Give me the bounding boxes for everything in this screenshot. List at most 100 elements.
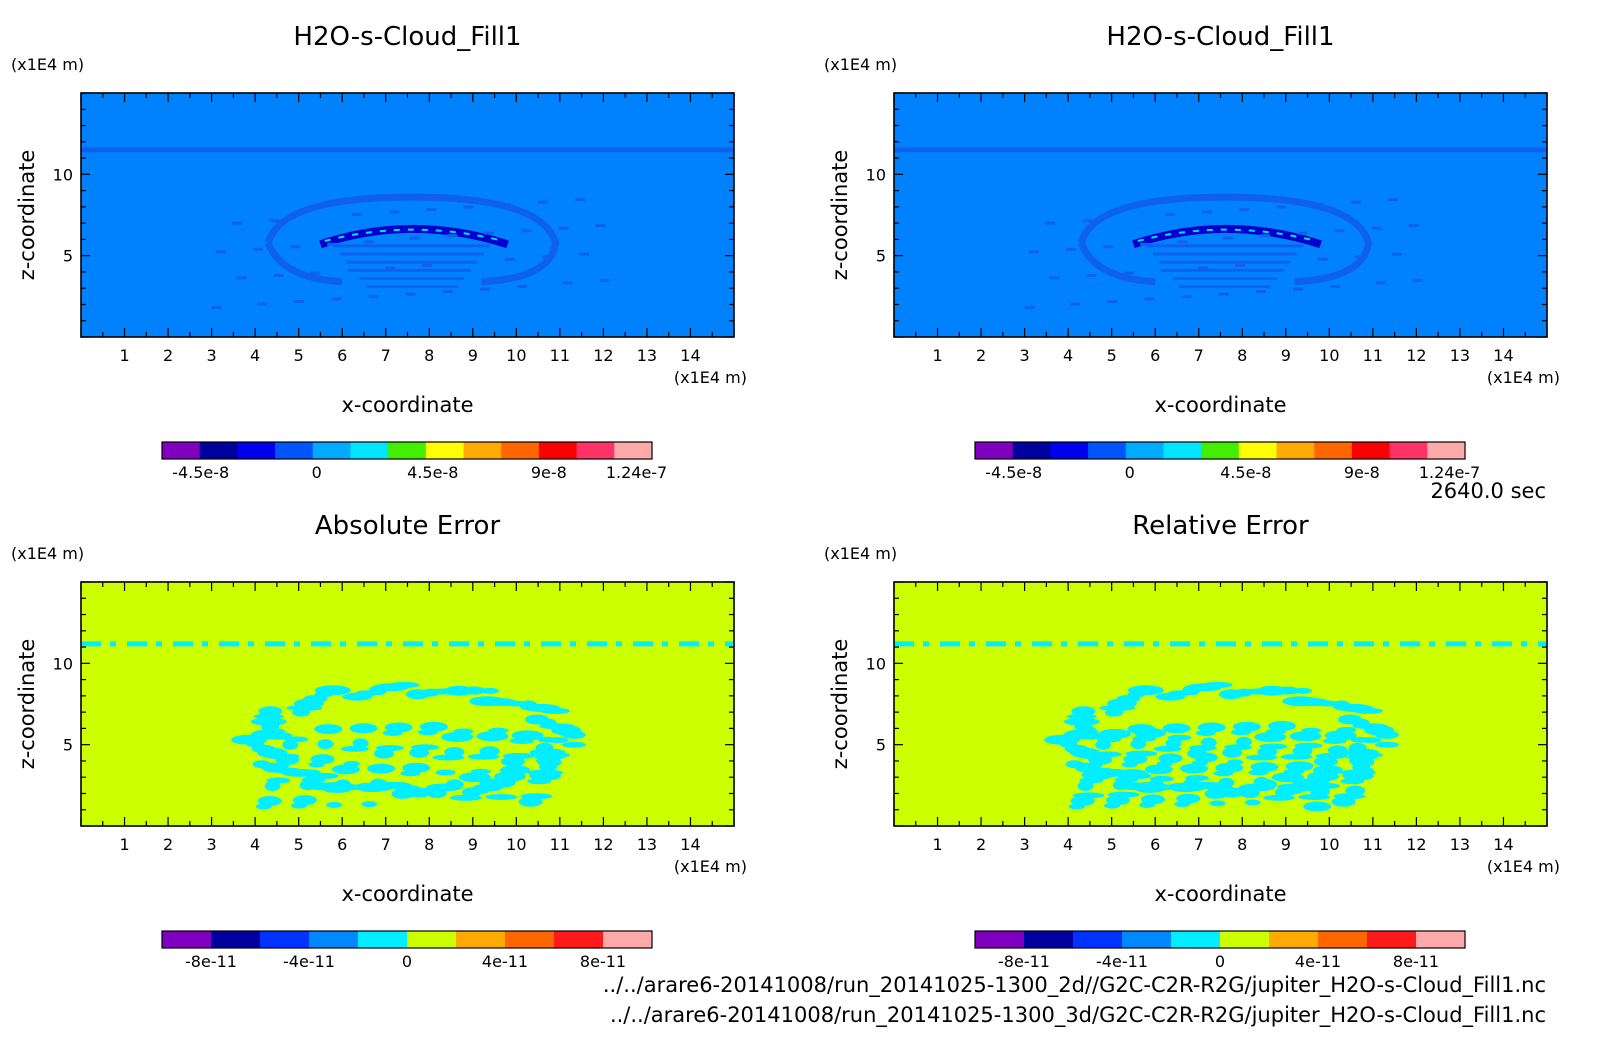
error-patch (476, 731, 509, 742)
y-tick-label: 10 (866, 165, 886, 184)
error-patch (1165, 738, 1182, 749)
x-tick-label: 9 (468, 835, 478, 854)
error-patch (435, 769, 456, 776)
error-patch (402, 762, 431, 773)
x-tick-label: 7 (1194, 346, 1204, 365)
error-patch (1218, 689, 1243, 700)
colorbar-swatch (554, 931, 604, 948)
colorbar-swatch (1276, 442, 1315, 459)
chart-panel-3: Absolute Error(x1E4 m)1 2 3 4 5 6 7 8 9 10 11 12 13 1… (11, 511, 747, 971)
colorbar-swatch (1238, 442, 1278, 459)
error-patch (1342, 770, 1375, 781)
colorbar-swatch (1125, 442, 1164, 459)
error-patch (1095, 739, 1112, 750)
y-axis-label: z-coordinate (828, 150, 852, 281)
error-patch (286, 705, 323, 712)
error-patch (544, 737, 569, 744)
field-features (894, 641, 1547, 812)
error-patch (1162, 723, 1191, 734)
x-axis-label: x-coordinate (1154, 393, 1286, 417)
error-patch (518, 796, 543, 807)
y-tick-label: 10 (866, 654, 886, 673)
error-patch (1147, 779, 1164, 790)
colorbar-tick-label: -4.5e-8 (172, 463, 229, 482)
error-patch (1254, 731, 1287, 742)
error-patch (525, 714, 550, 725)
colorbar-tick-label: -4.5e-8 (985, 463, 1042, 482)
x-tick-label: 12 (593, 835, 613, 854)
error-patch (257, 795, 282, 806)
error-patch (317, 739, 334, 750)
colorbar-swatch (407, 931, 457, 948)
x-tick-label: 1 (119, 835, 129, 854)
error-patch (1301, 727, 1322, 734)
x-tick-label: 3 (207, 835, 217, 854)
error-patch (1232, 721, 1261, 732)
x-tick-label: 7 (381, 835, 391, 854)
error-patch (393, 785, 422, 792)
x-axis-label: x-coordinate (1154, 882, 1286, 906)
x-unit-label: (x1E4 m) (674, 368, 747, 387)
y-tick-label: 10 (53, 165, 73, 184)
error-patch (1349, 755, 1374, 766)
chart-title: H2O-s-Cloud_Fill1 (293, 22, 521, 52)
x-tick-label: 4 (250, 835, 260, 854)
x-tick-label: 1 (119, 346, 129, 365)
x-tick-label: 3 (207, 346, 217, 365)
colorbar-tick-label: 1.24e-7 (1419, 463, 1480, 482)
x-tick-label: 5 (294, 835, 304, 854)
x-tick-label: 10 (1319, 835, 1339, 854)
error-patch (1268, 720, 1297, 731)
error-patch (488, 727, 509, 734)
error-patch (1222, 747, 1243, 758)
colorbar-tick-label: 0 (1215, 952, 1225, 971)
error-patch (1354, 767, 1375, 774)
error-patch (444, 746, 465, 757)
y-tick-label: 5 (63, 247, 73, 266)
colorbar-swatch (538, 442, 578, 459)
error-patch (479, 746, 500, 757)
error-patch (1088, 754, 1113, 765)
colorbar-frame (161, 441, 653, 460)
x-tick-label: 7 (1194, 835, 1204, 854)
error-patch (1204, 788, 1225, 799)
x-tick-label: 13 (1450, 835, 1470, 854)
x-tick-label: 6 (337, 835, 347, 854)
error-patch (1324, 730, 1357, 741)
error-patch (301, 776, 326, 783)
x-tick-label: 12 (1406, 346, 1426, 365)
x-tick-label: 14 (680, 835, 700, 854)
error-patch (1253, 777, 1270, 788)
x-tick-label: 11 (1363, 346, 1383, 365)
error-patch (1336, 726, 1357, 733)
colorbar-swatch (1314, 442, 1353, 459)
error-patch (314, 724, 343, 735)
error-patch (409, 747, 430, 758)
x-tick-label: 12 (593, 346, 613, 365)
error-patch (384, 722, 413, 733)
colorbar-swatch (358, 931, 408, 948)
error-patch (250, 729, 283, 740)
chart-title: Relative Error (1132, 511, 1309, 541)
x-tick-label: 3 (1020, 835, 1030, 854)
error-patch (1274, 787, 1295, 798)
error-patch (275, 754, 300, 765)
colorbar-swatch (1351, 442, 1391, 459)
error-patch (1070, 795, 1095, 806)
error-patch (1123, 754, 1148, 765)
colorbar-tick-label: 0 (312, 463, 322, 482)
x-tick-label: 2 (163, 835, 173, 854)
y-tick-label: 5 (876, 247, 886, 266)
error-patch (1134, 728, 1167, 739)
error-patch (264, 780, 281, 791)
colorbar-swatch (162, 442, 201, 459)
error-patch (1112, 780, 1129, 791)
error-patch (1098, 728, 1131, 739)
error-patch (266, 777, 291, 784)
chart-panel-2: H2O-s-Cloud_Fill1(x1E4 m)1 2 3 4 5 6 7 8 9 10 11 12… (824, 22, 1560, 482)
error-patch (1185, 775, 1210, 782)
error-patch (375, 745, 404, 752)
x-tick-label: 4 (250, 346, 260, 365)
error-patch (299, 780, 316, 791)
y-unit-label: (x1E4 m) (824, 544, 897, 563)
